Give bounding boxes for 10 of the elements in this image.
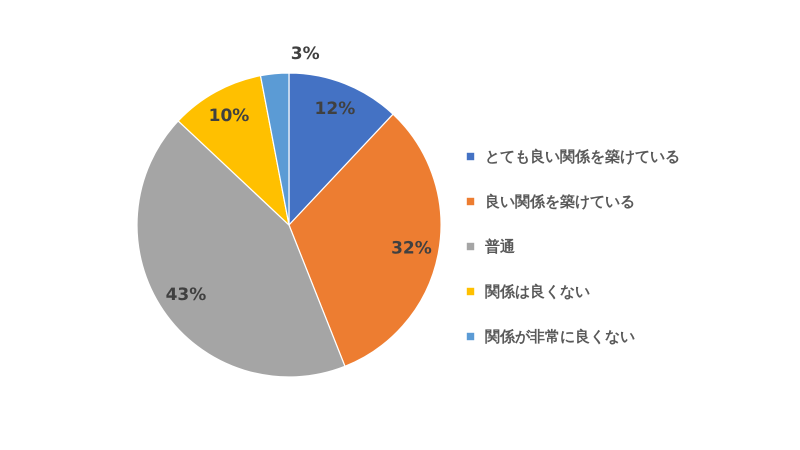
data-label: 43% [166, 285, 206, 306]
legend-label: 関係が非常に良くない [485, 328, 635, 346]
data-label: 3% [290, 44, 320, 64]
data-label: 32% [391, 238, 432, 258]
legend-label: 関係は良くない [485, 282, 590, 300]
legend-label: 普通 [484, 238, 516, 256]
legend-label: とても良い関係を築けている [485, 148, 680, 166]
data-label: 12% [314, 99, 356, 120]
legend-label: 良い関係を築けている [485, 192, 635, 210]
data-label: 10% [208, 106, 250, 126]
